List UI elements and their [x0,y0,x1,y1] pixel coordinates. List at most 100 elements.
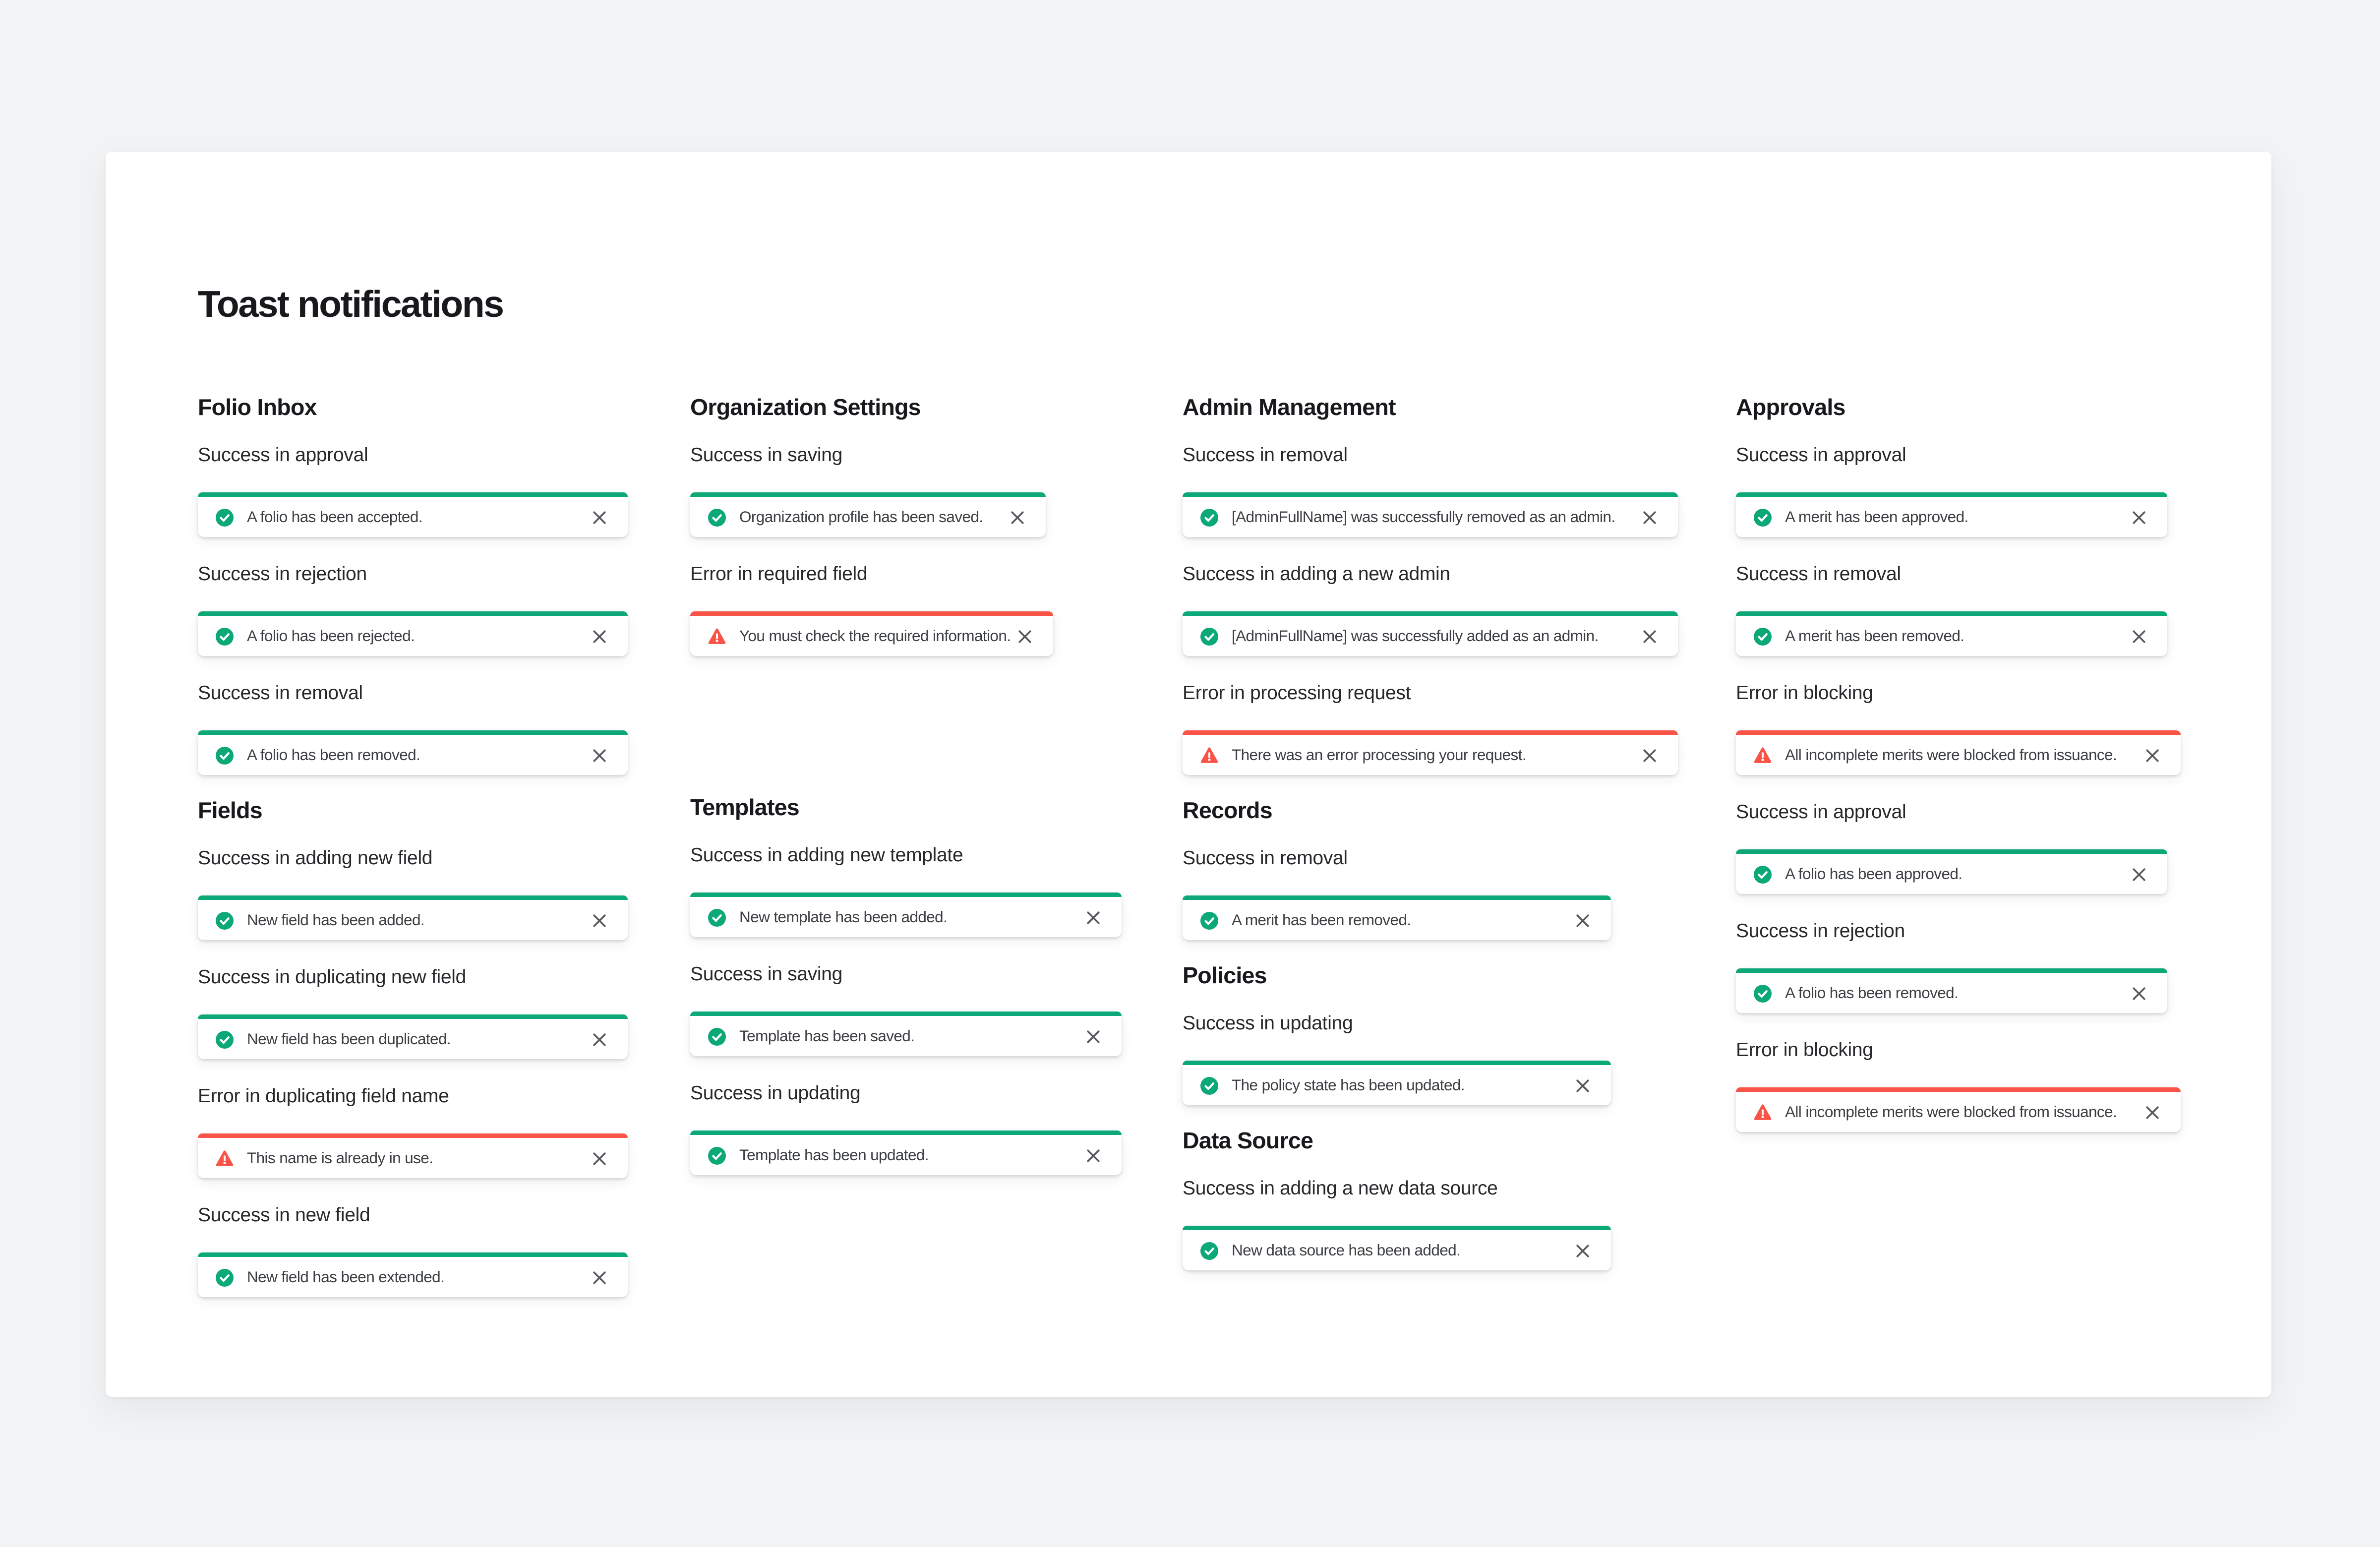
close-button[interactable] [1014,626,1035,647]
close-button[interactable] [589,1029,610,1050]
toast-accent-bar [1736,968,2167,973]
close-button[interactable] [1572,1240,1593,1261]
toast-success: The policy state has been updated. [1183,1061,1611,1105]
close-button[interactable] [1083,907,1104,928]
warning-icon [1754,746,1772,764]
close-icon [1017,629,1032,644]
toast-message: A merit has been approved. [1785,508,1968,526]
toast-error: You must check the required information. [690,611,1053,656]
close-button[interactable] [589,1267,610,1288]
toast-success: Organization profile has been saved. [690,492,1046,537]
success-check-icon [1754,508,1772,526]
close-icon [2145,1105,2160,1120]
toast-success: New field has been duplicated. [198,1014,628,1059]
close-icon [592,1270,607,1285]
close-button[interactable] [1083,1145,1104,1166]
close-icon [1086,1148,1101,1163]
toast-accent-bar [198,611,628,616]
close-icon [2145,748,2160,763]
section-title: Approvals [1736,396,1845,421]
close-icon [1575,913,1590,928]
success-check-icon [708,1027,726,1045]
close-button[interactable] [589,1148,610,1169]
close-button[interactable] [589,745,610,766]
toast-column: Approvals Success in approval A merit has … [1736,397,2181,1157]
toast-accent-bar [690,1130,1122,1135]
toast-accent-bar [1736,730,2181,735]
success-check-icon [216,746,234,764]
toast-variant-label: Success in removal [1736,562,1901,585]
toast-error: All incomplete merits were blocked from … [1736,730,2181,775]
toast-variant-label: Error in duplicating field name [198,1084,449,1107]
toast-variant-label: Success in rejection [1736,919,1905,942]
close-button[interactable] [1639,745,1660,766]
toast-accent-bar [690,492,1046,497]
toast-variant-label: Success in updating [690,1081,861,1104]
toast-variant-label: Error in required field [690,562,868,585]
toast-error: There was an error processing your reque… [1183,730,1678,775]
toast-success: [AdminFullName] was successfully added a… [1183,611,1678,656]
close-button[interactable] [589,910,610,931]
close-button[interactable] [2129,507,2149,528]
toast-variant-label: Success in removal [1183,846,1348,869]
toast-success: A folio has been accepted. [198,492,628,537]
close-button[interactable] [1572,910,1593,931]
close-button[interactable] [2142,745,2163,766]
toast-error: All incomplete merits were blocked from … [1736,1087,2181,1132]
close-icon [1086,1029,1101,1044]
close-button[interactable] [589,626,610,647]
warning-icon [1200,746,1218,764]
toast-accent-bar [198,492,628,497]
toast-accent-bar [690,611,1053,616]
success-check-icon [1200,1076,1218,1094]
toast-message: Organization profile has been saved. [739,508,983,526]
close-button[interactable] [1639,507,1660,528]
close-button[interactable] [2142,1102,2163,1123]
close-button[interactable] [1572,1075,1593,1096]
toast-variant-label: Success in adding new field [198,846,433,869]
toast-success: [AdminFullName] was successfully removed… [1183,492,1678,537]
toast-accent-bar [1736,611,2167,616]
toast-message: New field has been extended. [247,1268,445,1286]
toast-message: New field has been duplicated. [247,1030,451,1048]
warning-icon [1754,1103,1772,1121]
close-button[interactable] [1639,626,1660,647]
close-icon [592,1032,607,1047]
toast-variant-label: Success in removal [1183,443,1348,466]
close-button[interactable] [2129,864,2149,885]
close-icon [1575,1078,1590,1093]
toast-success: A folio has been approved. [1736,849,2167,894]
toast-accent-bar [1183,730,1678,735]
toast-message: A folio has been accepted. [247,508,423,526]
toast-success: A folio has been removed. [1736,968,2167,1013]
toast-message: A folio has been approved. [1785,865,1963,883]
toast-variant-label: Error in blocking [1736,681,1873,704]
success-check-icon [708,508,726,526]
toast-success: A merit has been removed. [1736,611,2167,656]
close-icon [592,913,607,928]
section-title: Admin Management [1183,396,1396,421]
toast-message: New template has been added. [739,908,948,926]
success-check-icon [216,911,234,929]
toast-variant-label: Error in blocking [1736,1038,1873,1061]
toast-column: Folio Inbox Success in approval A folio ha… [198,397,628,1322]
close-button[interactable] [2129,983,2149,1004]
close-button[interactable] [589,507,610,528]
toast-message: A folio has been rejected. [247,627,415,645]
close-button[interactable] [2129,626,2149,647]
content-panel: Toast notifications Folio Inbox Success i… [106,152,2271,1397]
close-button[interactable] [1007,507,1028,528]
toast-message: All incomplete merits were blocked from … [1785,746,2117,764]
close-icon [592,510,607,525]
toast-variant-label: Error in processing request [1183,681,1411,704]
close-button[interactable] [1083,1026,1104,1047]
toast-message: [AdminFullName] was successfully added a… [1232,627,1599,645]
success-check-icon [216,508,234,526]
toast-accent-bar [1183,895,1611,900]
success-check-icon [1754,865,1772,883]
toast-message: A folio has been removed. [1785,984,1959,1002]
toast-success: New template has been added. [690,892,1122,937]
toast-variant-label: Success in adding new template [690,843,963,866]
toast-success: A merit has been removed. [1183,895,1611,940]
toast-message: New field has been added. [247,911,425,929]
